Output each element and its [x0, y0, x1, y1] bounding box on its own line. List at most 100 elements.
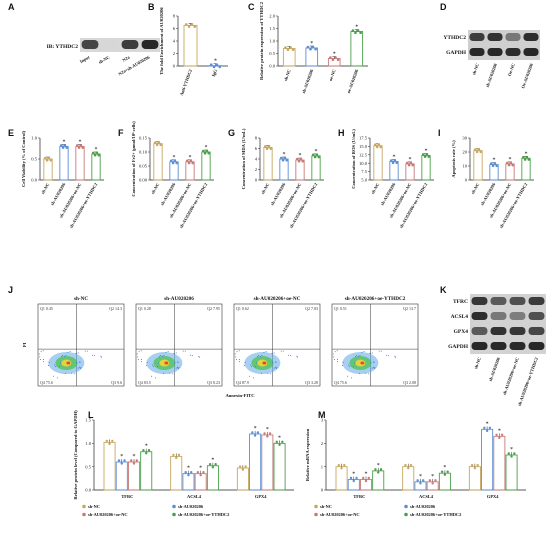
panel-j-event [333, 356, 335, 358]
panel-g-ytick-label: 2 [255, 167, 258, 172]
l-point [108, 442, 111, 446]
panel-k-row-label: ACSL4 [451, 314, 469, 320]
panel-e-ylabel: Cell Viability (% of Control) [21, 131, 26, 188]
panel-j-event [359, 372, 361, 374]
panel-k-band [490, 342, 507, 350]
panel-c-point [334, 56, 337, 59]
panel-j-event [354, 362, 356, 364]
panel-j-event [93, 355, 95, 357]
panel-g-point [279, 156, 283, 160]
l-group-label: TFRC [121, 494, 133, 499]
panel-j-event [59, 366, 61, 368]
panel-b-ytick-label: 2 [173, 51, 176, 56]
panel-j-event [167, 351, 169, 353]
m-point [374, 468, 377, 471]
panel-j-quadrant-q1: Q1 0.51 [334, 306, 347, 311]
panel-i-ytick-label: 0 [465, 178, 468, 183]
panel-j-event [175, 367, 177, 369]
panel-c-ytick-label: 1.5 [269, 26, 275, 31]
panel-g-bar [295, 159, 305, 181]
panel-b-ytick-label: 0 [173, 64, 176, 69]
panel-i-point [509, 161, 513, 165]
panel-c-ytick-label: 0.5 [269, 51, 275, 56]
panel-j-event [348, 364, 350, 366]
panel-d-band [523, 48, 539, 56]
panel-h-ytick-label: 7.5 [361, 169, 367, 174]
panel-j-event [62, 355, 64, 357]
panel-j-quadrant-q3: Q3 3.28 [305, 380, 318, 385]
panel-j-event [263, 351, 265, 353]
l-point [132, 462, 136, 465]
panel-j-event [337, 358, 339, 360]
panel-j-event [78, 366, 80, 368]
panel-j-event [256, 362, 258, 364]
panel-j-event [387, 355, 389, 357]
panel-j-event [199, 356, 201, 358]
panel-h-point [389, 159, 393, 162]
panel-j-event [357, 355, 359, 357]
panel-h-xcat: sh-AU020206 [379, 181, 396, 206]
panel-j-event [69, 351, 71, 353]
panel-k-band [528, 297, 545, 305]
m-legend-label: sh-AU020206 [410, 504, 436, 509]
panel-f-point [185, 159, 189, 163]
panel-c-xcat: oe-AU020206 [346, 68, 360, 94]
panel-k-band [490, 297, 507, 305]
panel-j-event [141, 358, 143, 360]
panel-label-i: I [438, 128, 441, 138]
panel-f-sig-star: * [205, 145, 208, 151]
l-sig-star: * [145, 444, 148, 450]
panel-a-band [101, 40, 119, 49]
panel-k-band [471, 342, 488, 350]
panel-j-event [255, 366, 257, 368]
m-sig-star: * [419, 474, 422, 480]
l-point [202, 470, 205, 474]
panel-i-xcat: sh-NC [470, 182, 480, 195]
panel-j-event [160, 355, 162, 357]
panel-j-event [61, 356, 63, 358]
panel-j-event [235, 356, 237, 358]
panel-g-point [281, 158, 285, 162]
l-point [268, 432, 272, 435]
panel-k-row-label: TFRC [453, 299, 468, 305]
panel-d-band [505, 48, 521, 56]
panel-k-lane-label: sh-AU020206+oe-YTHDC2 [517, 357, 539, 407]
panel-j-event [296, 355, 298, 357]
panel-c-point [329, 56, 332, 59]
panel-g-sig-star: * [315, 149, 318, 155]
panel-j-event [361, 351, 363, 353]
panel-j-event [350, 377, 352, 379]
panel-j-event [136, 353, 138, 355]
m-group-label: GPX4 [487, 494, 499, 499]
l-group-label: ACSL4 [187, 494, 202, 499]
panel-i-ytick-label: 30 [462, 136, 467, 141]
panel-a-band [141, 40, 159, 49]
m-legend-label: sh-AU020206+oe-YTHDC2 [410, 512, 461, 517]
m-legend-marker [404, 512, 408, 517]
l-legend-label: sh-AU020206 [178, 504, 204, 509]
panel-j-event [174, 362, 176, 364]
panel-g-point [263, 145, 267, 148]
m-point [507, 452, 510, 455]
panel-c-point [356, 29, 360, 32]
panel-c-ylabel: Relative protein expression of YTHDC2 [259, 1, 264, 80]
panel-j-event [39, 356, 41, 358]
panel-g-bar [263, 147, 273, 181]
panel-i-point [475, 150, 479, 154]
panel-j-event [169, 372, 171, 374]
m-legend-marker [314, 504, 318, 509]
panel-j-plot-title: sh-AU020206 [164, 296, 194, 302]
panel-f-point [189, 159, 193, 163]
panel-j-event [80, 367, 82, 369]
panel-j-event [257, 356, 259, 358]
panel-j-event [250, 364, 252, 366]
m-bar [505, 454, 518, 491]
l-legend-marker [172, 504, 176, 509]
panel-j-event [261, 372, 263, 374]
panel-h-point [427, 155, 431, 158]
l-point [147, 449, 151, 452]
panel-e-bar [43, 158, 53, 181]
m-legend-marker [404, 504, 408, 509]
panel-k-band [471, 297, 488, 305]
